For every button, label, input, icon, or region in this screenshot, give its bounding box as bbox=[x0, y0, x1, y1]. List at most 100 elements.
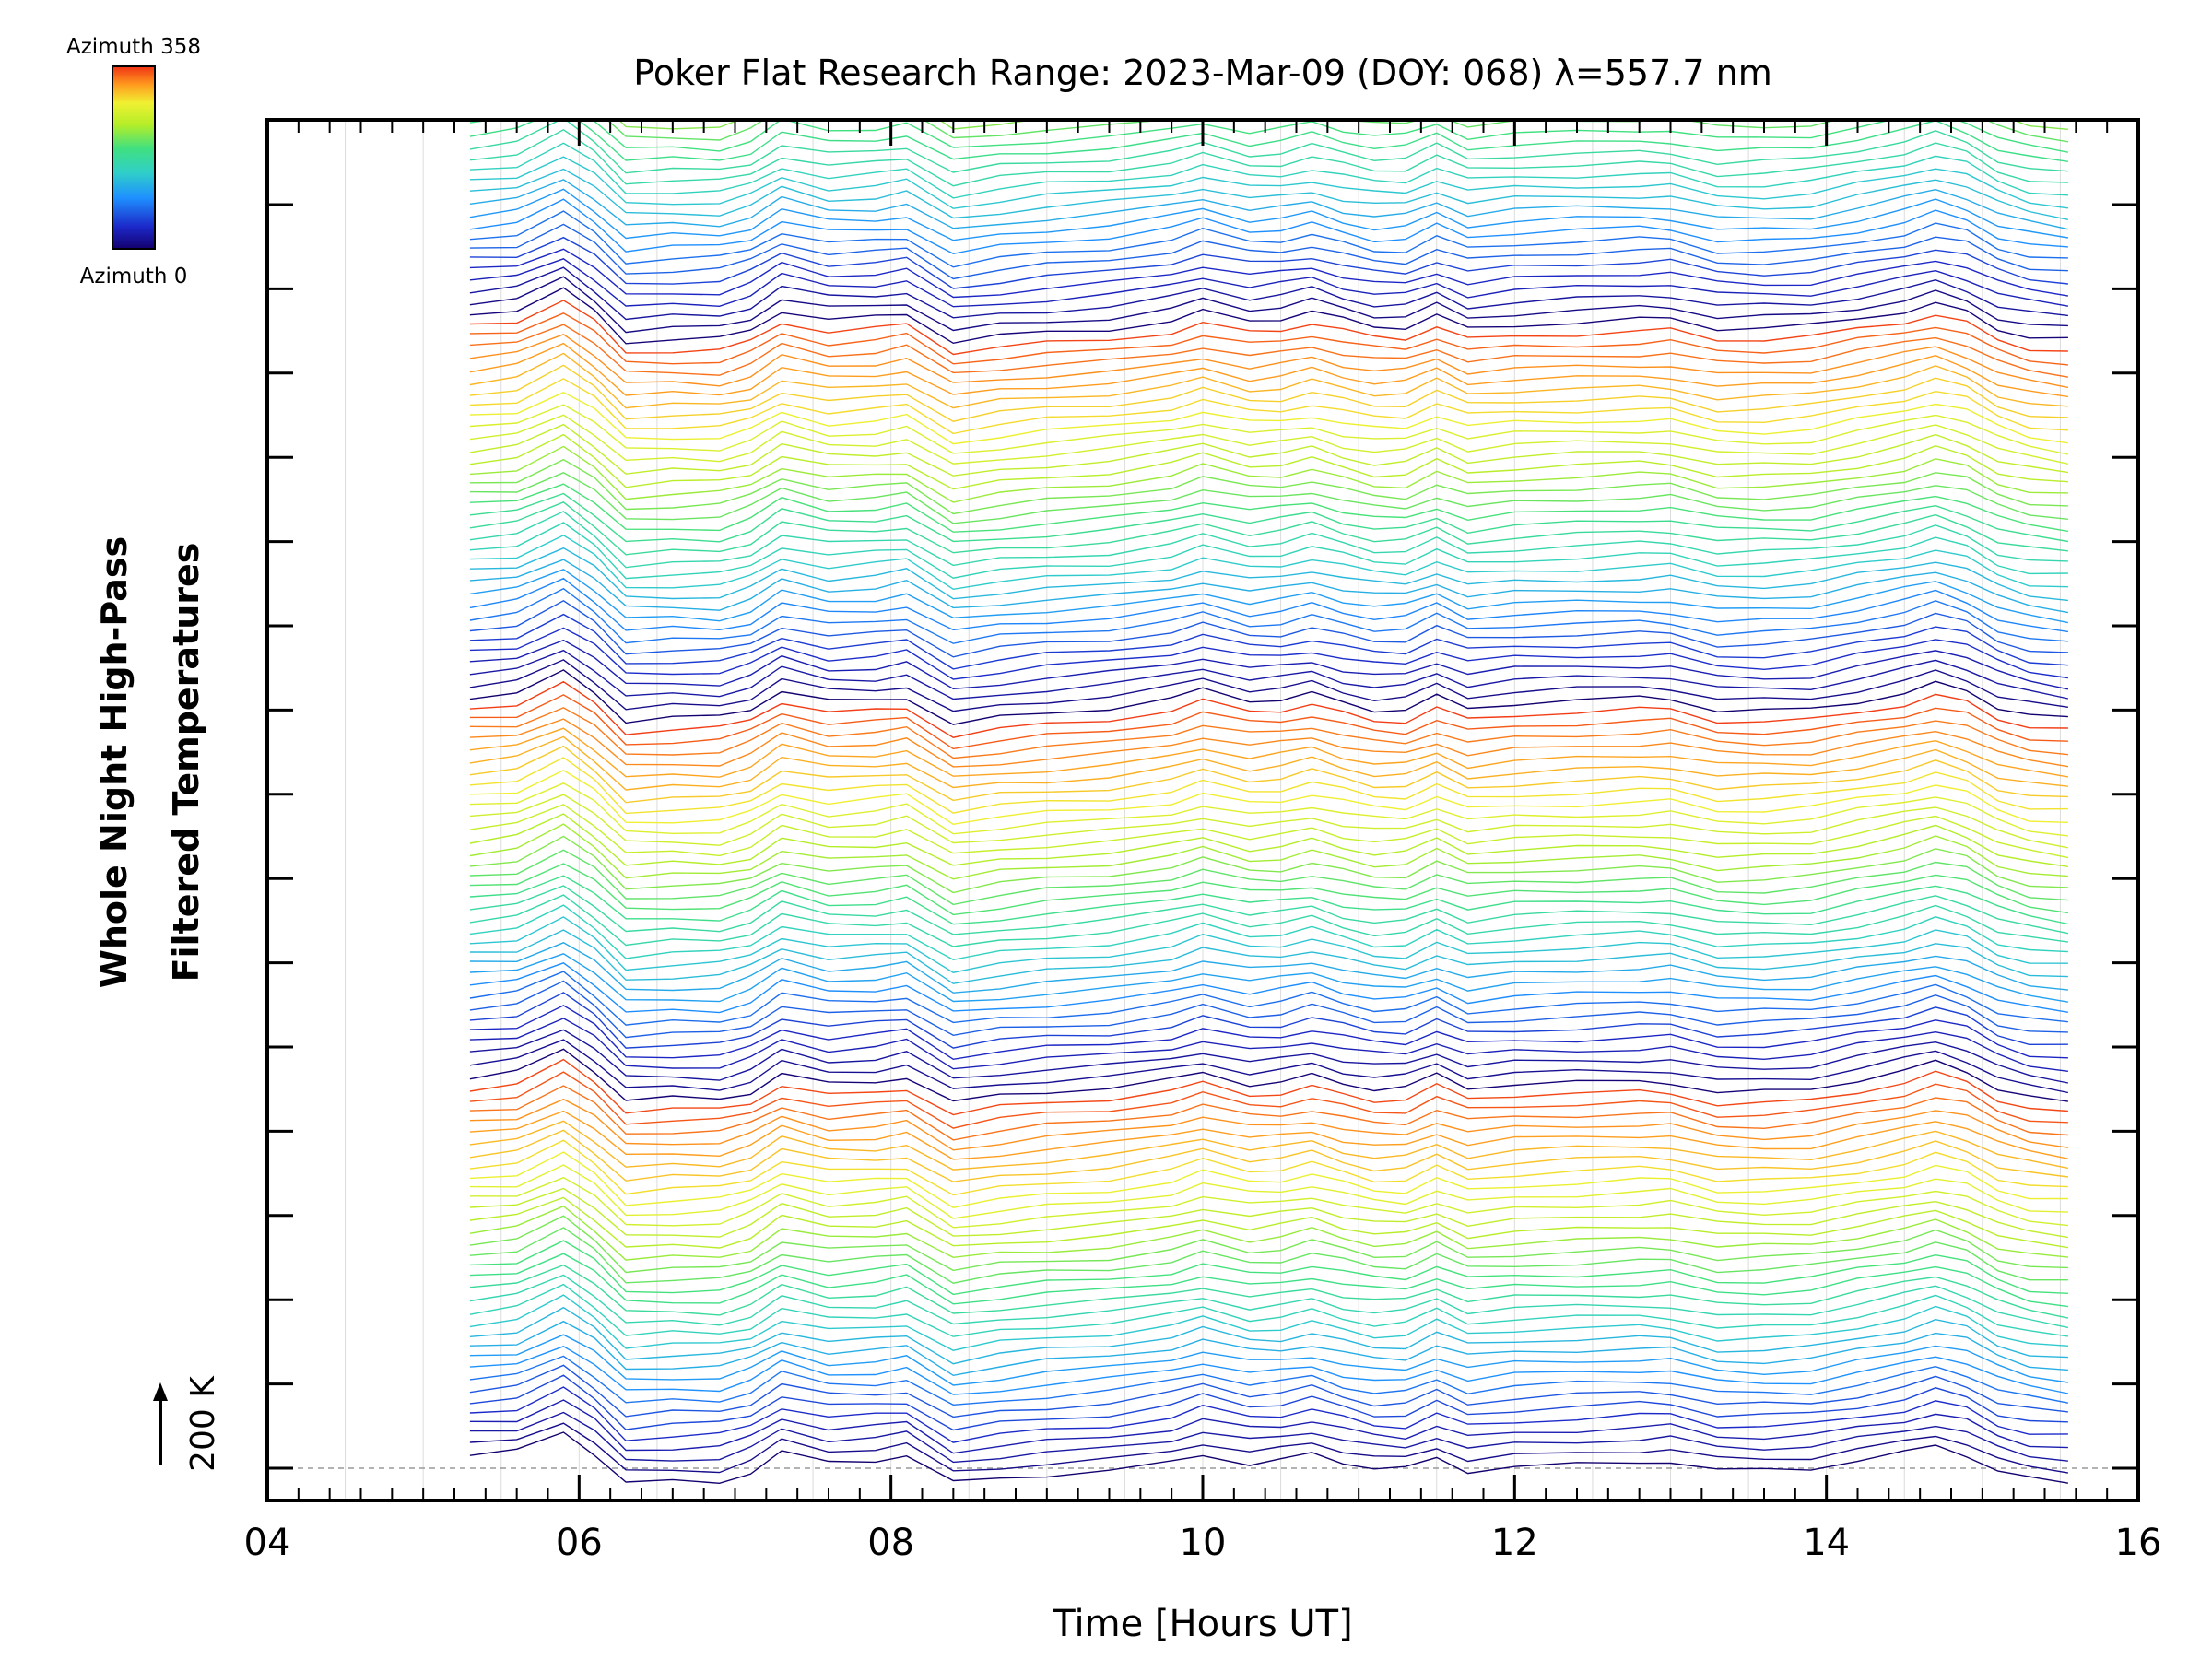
plot-area: 04 06 08 10 12 14 16 bbox=[244, 0, 2162, 1564]
series-line bbox=[469, 404, 2069, 455]
series-line bbox=[469, 120, 2069, 162]
series-line bbox=[469, 287, 2068, 345]
series-line bbox=[469, 1240, 2068, 1296]
series-line bbox=[469, 1334, 2069, 1386]
series-line bbox=[469, 1176, 2068, 1229]
series-line bbox=[469, 794, 2069, 849]
x-tick-label: 08 bbox=[867, 1522, 914, 1564]
series-line bbox=[469, 312, 2068, 366]
series-line bbox=[469, 445, 2068, 503]
scale-arrowhead-icon bbox=[153, 1382, 168, 1401]
series-line bbox=[469, 392, 2068, 445]
series-line bbox=[469, 718, 2069, 768]
series-line bbox=[469, 1098, 2069, 1151]
series-line bbox=[469, 680, 2068, 738]
vertical-gridlines bbox=[345, 120, 2061, 1500]
series-line bbox=[469, 577, 2069, 633]
series-line bbox=[469, 757, 2068, 815]
series-line bbox=[469, 875, 2069, 925]
series-line bbox=[469, 1355, 2069, 1406]
series-line bbox=[470, 0, 2068, 43]
series-line bbox=[469, 334, 2069, 389]
series-line bbox=[469, 128, 2068, 187]
series-line bbox=[469, 1110, 2069, 1160]
series-line bbox=[469, 735, 2068, 791]
series-line bbox=[469, 1346, 2069, 1395]
series-line bbox=[469, 156, 2068, 209]
series-line bbox=[469, 727, 2069, 778]
series-line bbox=[469, 1205, 2068, 1261]
series-line bbox=[469, 236, 2068, 289]
y-axis-label-line2: Filtered Temperatures bbox=[166, 543, 206, 982]
series-line bbox=[470, 0, 2068, 5]
series-line bbox=[469, 492, 2069, 543]
series-line bbox=[469, 248, 2069, 299]
series-line bbox=[469, 1018, 2068, 1072]
series-line bbox=[469, 885, 2069, 935]
x-tick-label: 14 bbox=[1803, 1522, 1850, 1564]
series-line bbox=[469, 1422, 2069, 1474]
series-line bbox=[469, 1085, 2068, 1141]
series-line bbox=[469, 1306, 2068, 1365]
series-line bbox=[469, 823, 2068, 880]
series-line bbox=[469, 120, 2068, 174]
series-line bbox=[469, 120, 2069, 153]
series-line bbox=[469, 587, 2068, 644]
series-line bbox=[469, 980, 2068, 1039]
colorbar-top-label: Azimuth 358 bbox=[66, 35, 201, 59]
series-line bbox=[469, 1374, 2068, 1431]
series-line bbox=[469, 649, 2069, 700]
x-tick-label: 12 bbox=[1491, 1522, 1538, 1564]
series-line bbox=[469, 639, 2069, 690]
series-line bbox=[469, 782, 2068, 837]
series-line bbox=[469, 849, 2068, 906]
x-tick-label: 16 bbox=[2115, 1522, 2162, 1564]
series-line bbox=[469, 813, 2069, 867]
series-line bbox=[469, 1253, 2068, 1308]
series-line bbox=[469, 669, 2068, 725]
series-line bbox=[469, 1227, 2068, 1284]
series-line bbox=[470, 0, 2068, 31]
series-line bbox=[469, 276, 2068, 334]
series-line bbox=[469, 1264, 2069, 1319]
series-line bbox=[469, 168, 2069, 220]
series-line bbox=[469, 627, 2068, 680]
series-line bbox=[469, 511, 2068, 569]
x-axis-label: Time [Hours UT] bbox=[1052, 1603, 1352, 1645]
series-line bbox=[469, 863, 2069, 916]
series-line bbox=[469, 1139, 2068, 1196]
series-line bbox=[469, 694, 2068, 750]
series-line bbox=[469, 547, 2068, 602]
series-line bbox=[469, 659, 2069, 712]
series-line bbox=[469, 1386, 2068, 1443]
series-line bbox=[469, 1058, 2068, 1116]
series-line bbox=[469, 266, 2068, 321]
series-line bbox=[469, 904, 2068, 961]
series-line bbox=[469, 569, 2069, 624]
series-line bbox=[469, 535, 2068, 591]
series-line bbox=[469, 1399, 2068, 1454]
series-line bbox=[469, 1151, 2068, 1208]
series-line bbox=[469, 1039, 2069, 1094]
series-line bbox=[470, 0, 2068, 18]
series-line bbox=[469, 942, 2068, 994]
series-line bbox=[469, 472, 2068, 524]
series-line bbox=[469, 300, 2068, 356]
series-line bbox=[469, 1120, 2069, 1171]
scale-label: 200 K bbox=[184, 1375, 222, 1472]
series-line bbox=[469, 1320, 2068, 1377]
series-line bbox=[469, 378, 2068, 435]
series-line bbox=[469, 1431, 2069, 1485]
colorbar-gradient bbox=[112, 65, 156, 250]
series-line bbox=[469, 179, 2069, 230]
series-line bbox=[469, 500, 2068, 556]
series-group bbox=[469, 0, 2069, 1485]
y-axis-label-line1: Whole Night High-Pass bbox=[94, 536, 135, 988]
series-line bbox=[469, 894, 2068, 947]
series-line bbox=[469, 1274, 2069, 1329]
series-line bbox=[469, 1129, 2068, 1182]
x-tick-label: 06 bbox=[556, 1522, 603, 1564]
x-tick-labels: 04 06 08 10 12 14 16 bbox=[244, 1522, 2162, 1564]
x-tick-label: 04 bbox=[244, 1522, 291, 1564]
series-line bbox=[469, 258, 2069, 308]
